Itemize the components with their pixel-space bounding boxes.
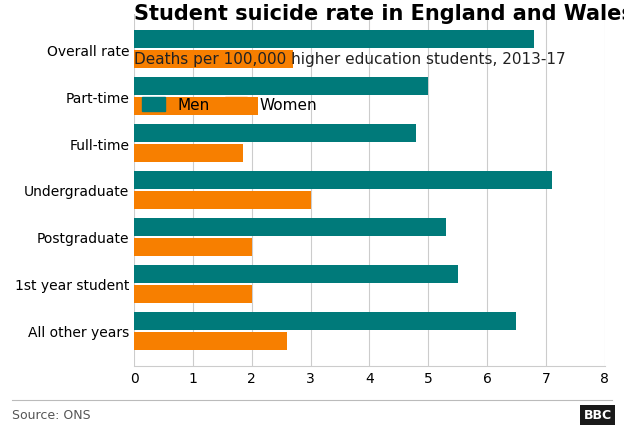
Text: Student suicide rate in England and Wales: Student suicide rate in England and Wale… <box>134 4 624 24</box>
Bar <box>134 191 311 209</box>
Bar <box>134 51 293 69</box>
Bar <box>134 285 252 303</box>
Bar <box>134 265 457 283</box>
Bar <box>134 218 446 236</box>
Text: Deaths per 100,000 higher education students, 2013-17: Deaths per 100,000 higher education stud… <box>134 52 566 67</box>
Bar <box>134 238 252 256</box>
Text: BBC: BBC <box>583 408 612 421</box>
Bar <box>134 332 287 350</box>
Bar <box>134 31 534 49</box>
Text: Source: ONS: Source: ONS <box>12 408 91 421</box>
Bar <box>134 172 552 190</box>
Bar <box>134 78 428 96</box>
Legend: Men, Women: Men, Women <box>142 98 318 113</box>
Bar <box>134 144 243 163</box>
Bar <box>134 125 416 143</box>
Bar <box>134 312 517 330</box>
Bar <box>134 98 258 116</box>
